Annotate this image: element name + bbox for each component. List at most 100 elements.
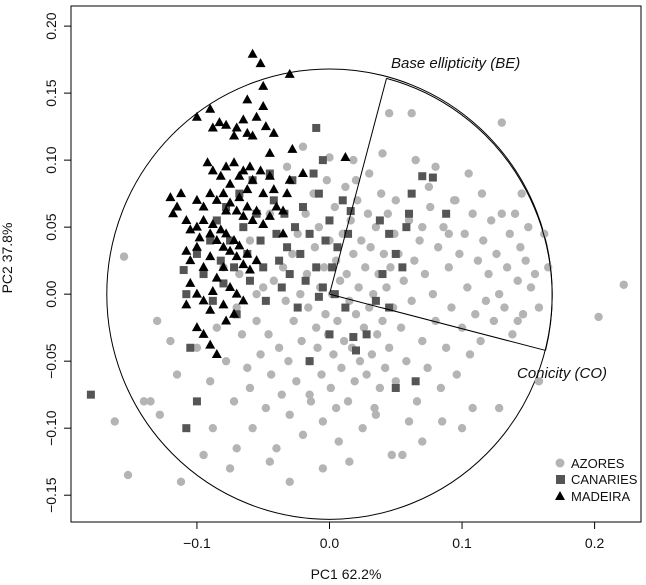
point-azores <box>235 269 244 279</box>
point-madeira <box>242 248 253 258</box>
point-canaries <box>330 290 339 299</box>
point-canaries <box>305 357 314 366</box>
point-azores <box>451 196 460 205</box>
point-madeira <box>251 205 262 215</box>
point-azores <box>494 403 504 413</box>
point-madeira <box>218 188 229 198</box>
point-canaries <box>349 333 358 342</box>
point-canaries <box>318 156 327 165</box>
point-madeira <box>191 221 202 231</box>
point-madeira <box>238 295 249 305</box>
point-canaries <box>272 229 281 238</box>
point-azores <box>359 323 369 332</box>
point-madeira <box>205 251 216 261</box>
point-madeira <box>181 214 192 224</box>
point-azores <box>302 269 312 279</box>
point-azores <box>473 256 483 265</box>
point-azores <box>363 209 373 218</box>
point-azores <box>342 269 351 279</box>
point-azores <box>285 477 294 486</box>
point-azores <box>266 370 276 379</box>
point-madeira <box>258 80 269 90</box>
point-azores <box>373 330 382 339</box>
point-azores <box>349 249 358 259</box>
legend-marker-canaries <box>556 475 565 484</box>
point-azores <box>513 316 522 326</box>
point-azores <box>330 202 339 212</box>
point-azores <box>379 249 389 259</box>
point-madeira <box>185 277 196 287</box>
point-azores <box>212 323 222 332</box>
point-azores <box>404 216 414 225</box>
point-azores <box>468 403 477 413</box>
point-azores <box>354 283 363 292</box>
point-azores <box>248 423 257 433</box>
point-madeira <box>258 218 269 228</box>
point-canaries <box>362 330 371 339</box>
point-azores <box>314 222 324 232</box>
point-canaries <box>391 249 400 258</box>
y-tick-label: 0.10 <box>43 146 59 173</box>
point-azores <box>349 155 358 165</box>
point-azores <box>232 444 241 453</box>
point-madeira <box>225 245 236 255</box>
point-madeira <box>211 235 222 245</box>
point-azores <box>431 316 440 326</box>
series-canaries <box>86 123 451 433</box>
point-madeira <box>202 157 213 167</box>
point-madeira <box>207 165 218 175</box>
point-madeira <box>165 192 176 202</box>
point-azores <box>420 269 430 279</box>
point-azores <box>350 377 359 386</box>
point-canaries <box>405 209 414 218</box>
point-azores <box>423 363 432 373</box>
point-azores <box>289 316 298 326</box>
point-canaries <box>275 256 284 265</box>
point-azores <box>513 276 522 285</box>
point-azores <box>343 397 353 406</box>
point-madeira <box>218 241 229 251</box>
point-azores <box>318 464 328 473</box>
point-canaries <box>245 276 254 285</box>
point-madeira <box>214 117 225 127</box>
point-azores <box>172 370 182 379</box>
point-azores <box>508 330 517 339</box>
point-madeira <box>284 174 295 184</box>
point-azores <box>265 457 275 466</box>
point-azores <box>534 303 544 312</box>
point-azores <box>479 236 488 245</box>
point-azores <box>367 350 377 359</box>
point-canaries <box>277 283 286 292</box>
point-canaries <box>179 266 188 275</box>
point-madeira <box>231 122 242 132</box>
point-azores <box>428 289 438 299</box>
point-azores <box>481 296 491 306</box>
point-azores <box>391 196 400 205</box>
point-azores <box>282 162 292 172</box>
point-canaries <box>293 303 302 312</box>
point-madeira <box>238 114 249 124</box>
point-madeira <box>238 210 249 220</box>
point-azores <box>301 209 310 218</box>
point-canaries <box>325 330 334 339</box>
point-madeira <box>194 232 205 242</box>
loading-wedge-arc <box>386 77 553 351</box>
loading-vectors <box>329 77 553 351</box>
point-madeira <box>205 304 216 314</box>
point-madeira <box>231 288 242 298</box>
point-azores <box>441 343 451 352</box>
point-madeira <box>221 161 232 171</box>
point-canaries <box>216 256 225 265</box>
point-azores <box>205 377 215 386</box>
x-tick-label: 0.0 <box>320 535 340 551</box>
point-azores <box>494 289 504 299</box>
point-madeira <box>218 261 229 271</box>
point-azores <box>331 403 341 413</box>
point-azores <box>366 243 375 252</box>
point-azores <box>492 249 501 259</box>
point-madeira <box>229 130 240 140</box>
point-azores <box>378 316 387 326</box>
point-madeira <box>207 285 218 295</box>
point-azores <box>418 437 427 446</box>
point-madeira <box>255 58 266 68</box>
